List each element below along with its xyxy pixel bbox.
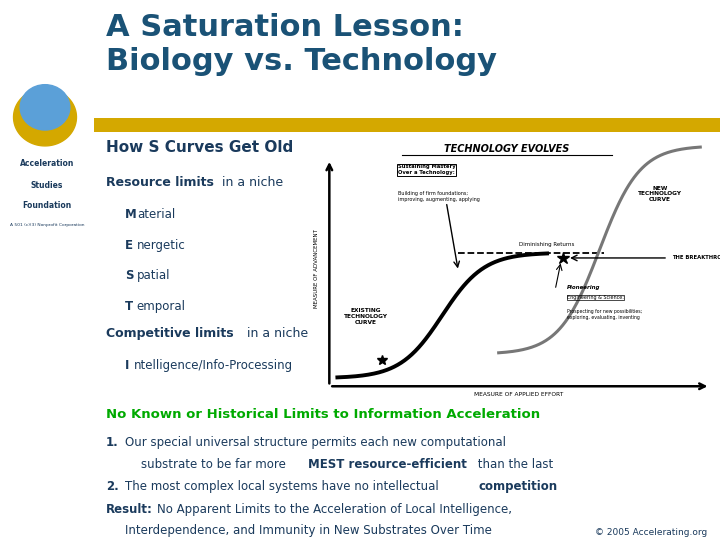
Text: MEST resource-efficient: MEST resource-efficient xyxy=(308,458,467,471)
Text: Prospecting for new possibilities;
exploring, evaluating, inventing: Prospecting for new possibilities; explo… xyxy=(567,309,642,320)
Text: ntelligence/Info-Processing: ntelligence/Info-Processing xyxy=(134,359,293,372)
Bar xyxy=(94,118,720,132)
Text: EXISTING
TECHNOLOGY
CURVE: EXISTING TECHNOLOGY CURVE xyxy=(343,308,387,325)
Text: No Known or Historical Limits to Information Acceleration: No Known or Historical Limits to Informa… xyxy=(106,408,540,421)
Text: A 501 (c)(3) Nonprofit Corporation: A 501 (c)(3) Nonprofit Corporation xyxy=(9,223,84,227)
Text: T: T xyxy=(125,300,133,313)
Text: Interdependence, and Immunity in New Substrates Over Time: Interdependence, and Immunity in New Sub… xyxy=(125,524,492,537)
Text: Building of firm foundations;
improving, augmenting, applying: Building of firm foundations; improving,… xyxy=(398,191,480,202)
Text: Resource limits: Resource limits xyxy=(106,176,214,188)
Text: No Apparent Limits to the Acceleration of Local Intelligence,: No Apparent Limits to the Acceleration o… xyxy=(158,503,513,516)
Text: MEASURE OF ADVANCEMENT: MEASURE OF ADVANCEMENT xyxy=(314,229,319,308)
Text: M: M xyxy=(125,208,137,221)
Text: patial: patial xyxy=(137,269,171,282)
Text: Accelerating.org: Accelerating.org xyxy=(24,14,69,18)
Polygon shape xyxy=(14,89,76,146)
Text: Studies: Studies xyxy=(31,181,63,190)
Text: aterial: aterial xyxy=(137,208,175,221)
Text: New York: New York xyxy=(28,500,66,506)
Text: E: E xyxy=(125,239,133,252)
Text: Palo Alto: Palo Alto xyxy=(29,519,65,525)
Text: in a niche: in a niche xyxy=(243,327,308,340)
Text: 1.: 1. xyxy=(106,436,119,449)
Text: MEASURE OF APPLIED EFFORT: MEASURE OF APPLIED EFFORT xyxy=(474,393,564,397)
Text: substrate to be far more: substrate to be far more xyxy=(140,458,289,471)
Text: A Saturation Lesson:
Biology vs. Technology: A Saturation Lesson: Biology vs. Technol… xyxy=(106,14,497,76)
Text: competition: competition xyxy=(478,480,557,492)
Text: NEW
TECHNOLOGY
CURVE: NEW TECHNOLOGY CURVE xyxy=(638,186,682,202)
Text: TECHNOLOGY EVOLVES: TECHNOLOGY EVOLVES xyxy=(444,144,570,154)
Text: nergetic: nergetic xyxy=(137,239,186,252)
Text: Competitive limits: Competitive limits xyxy=(106,327,234,340)
Text: than the last: than the last xyxy=(474,458,553,471)
Text: Diminishing Returns: Diminishing Returns xyxy=(519,242,575,247)
Text: I: I xyxy=(125,359,130,372)
Text: The most complex local systems have no intellectual: The most complex local systems have no i… xyxy=(125,480,442,492)
Circle shape xyxy=(20,85,70,130)
Text: emporal: emporal xyxy=(137,300,186,313)
Text: Result:: Result: xyxy=(106,503,153,516)
Text: THE BREAKTHROUGH!: THE BREAKTHROUGH! xyxy=(672,255,720,260)
Text: in a niche: in a niche xyxy=(217,176,283,188)
Text: Sustaining Mastery
Over a Technology:: Sustaining Mastery Over a Technology: xyxy=(398,164,456,175)
Text: Acceleration: Acceleration xyxy=(19,159,74,168)
Text: Our special universal structure permits each new computational: Our special universal structure permits … xyxy=(125,436,506,449)
Text: Pioneering: Pioneering xyxy=(567,285,600,295)
Text: Los Angeles: Los Angeles xyxy=(23,481,71,487)
Text: © 2005 Accelerating.org: © 2005 Accelerating.org xyxy=(595,528,708,537)
Text: Foundation: Foundation xyxy=(22,201,71,210)
Text: Engineering & Science:: Engineering & Science: xyxy=(567,295,624,300)
Text: S: S xyxy=(125,269,133,282)
Text: How S Curves Get Old: How S Curves Get Old xyxy=(106,140,293,156)
Text: 2.: 2. xyxy=(106,480,119,492)
